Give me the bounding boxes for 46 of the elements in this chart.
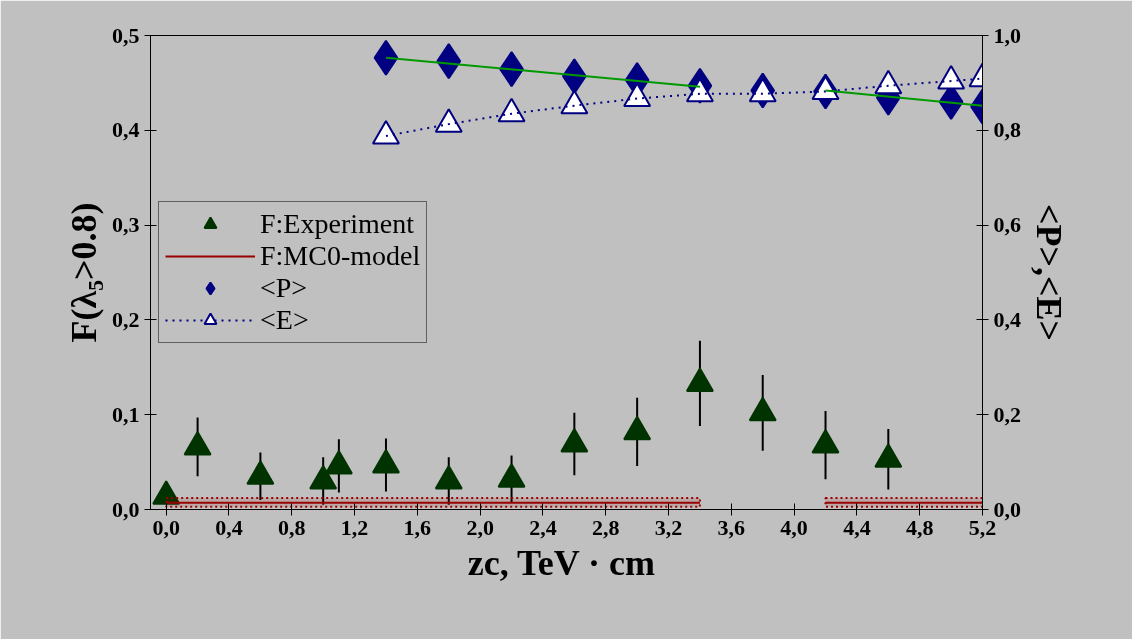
y2-tick-label: 0,8 (993, 117, 1021, 143)
point (434, 465, 463, 490)
y2-tick-label: 0,4 (993, 306, 1021, 332)
point (152, 480, 181, 505)
point (685, 367, 714, 392)
point (497, 463, 526, 488)
point (560, 428, 589, 453)
legend-label: F:Experiment (260, 208, 414, 240)
legend-label: <E> (260, 304, 309, 336)
x-tick-label: 4,8 (905, 514, 934, 540)
x-tick-label: 3,6 (717, 514, 746, 540)
x-tick-label: 4,4 (843, 514, 871, 540)
point (246, 460, 275, 485)
y2-tick-label: 1,0 (993, 22, 1021, 48)
point (371, 448, 400, 474)
y-tick-label: 0,2 (112, 306, 140, 332)
x-tick-label: 2,4 (529, 514, 557, 540)
x-tick-label: 2,0 (466, 514, 494, 540)
y2-tick-label: 0,2 (993, 401, 1021, 427)
x-tick-label: 0,8 (278, 514, 306, 540)
x-tick-label: 1,6 (403, 514, 432, 540)
y-tick-label: 0,5 (112, 22, 140, 48)
point (183, 430, 212, 456)
point (748, 396, 777, 422)
y-tick-label: 0,0 (112, 496, 140, 522)
x-axis-title: zc, TeV · cm (467, 542, 656, 583)
x-tick-label: 1,2 (340, 514, 369, 540)
y-tick-label: 0,3 (112, 212, 140, 238)
point (309, 465, 338, 490)
point (623, 415, 652, 441)
y2-axis-title: <P>,<E> (1029, 203, 1069, 342)
y2-tick-label: 0,6 (993, 212, 1021, 238)
x-tick-label: 4,0 (780, 514, 808, 540)
x-tick-label: 2,8 (592, 514, 620, 540)
legend-label: F:MC0-model (260, 240, 421, 272)
y-tick-label: 0,1 (112, 401, 140, 427)
y-axis-title: F(λ₅>0.8) (64, 202, 104, 343)
y2-tick-label: 0,0 (993, 496, 1021, 522)
x-tick-label: 3,2 (654, 514, 683, 540)
x-tick-label: 0,4 (215, 514, 243, 540)
point (874, 443, 903, 468)
legend-label: <P> (260, 272, 308, 304)
point (324, 449, 353, 475)
y-tick-label: 0,4 (112, 117, 140, 143)
point (811, 429, 840, 454)
x-tick-label: 0,0 (152, 514, 180, 540)
